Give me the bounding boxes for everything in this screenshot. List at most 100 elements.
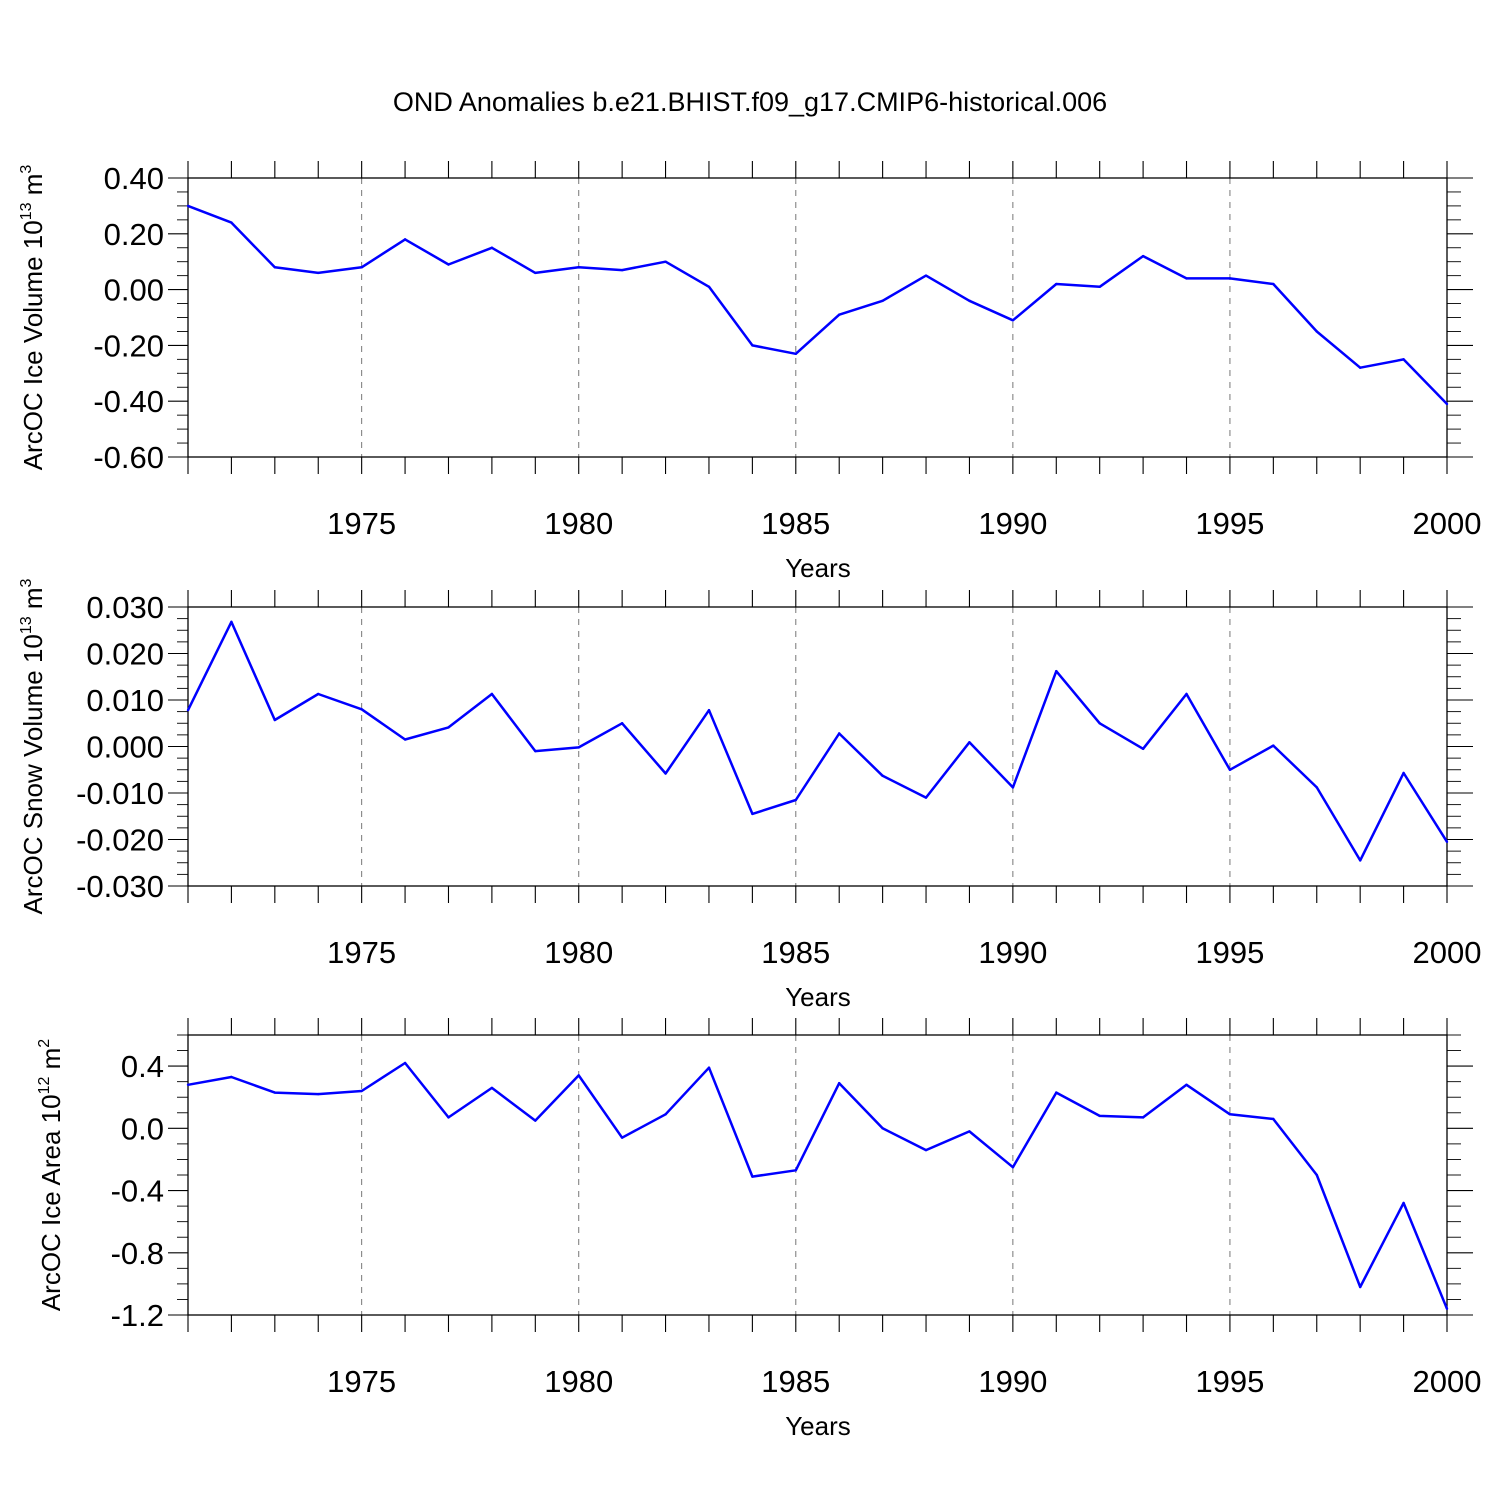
y-axis-label-exponent: 13 xyxy=(18,616,35,634)
y-axis-label-main: ArcOC Snow Volume 10 xyxy=(18,634,48,914)
x-tick-label-1980: 1980 xyxy=(544,1364,613,1399)
data-point-1992 xyxy=(1098,1114,1101,1118)
data-point-2000 xyxy=(1445,1307,1449,1310)
data-point-1975 xyxy=(360,266,363,269)
data-point-1972 xyxy=(230,221,233,224)
data-point-1973 xyxy=(273,266,277,269)
data-point-1974 xyxy=(317,1092,320,1096)
y-axis-label-unit-exponent: 2 xyxy=(36,1039,53,1048)
data-point-1991 xyxy=(1055,1091,1058,1094)
x-tick-label-1985: 1985 xyxy=(761,1364,830,1399)
data-point-1996 xyxy=(1272,744,1275,747)
y-tick-label: 0.000 xyxy=(86,730,164,765)
data-point-1999 xyxy=(1402,358,1405,361)
y-tick-label: 0.020 xyxy=(86,637,164,672)
data-point-1997 xyxy=(1315,786,1318,789)
data-point-1999 xyxy=(1402,771,1405,775)
data-point-1979 xyxy=(534,749,537,753)
data-point-1977 xyxy=(447,263,450,266)
data-point-1983 xyxy=(707,285,711,289)
data-point-1981 xyxy=(620,1136,624,1139)
data-point-1975 xyxy=(360,708,363,711)
y-tick-label: 0.010 xyxy=(86,683,164,718)
data-point-1998 xyxy=(1358,1285,1362,1289)
y-tick-label: -0.8 xyxy=(111,1236,164,1271)
y-tick-label: -0.60 xyxy=(93,440,164,475)
data-point-1986 xyxy=(838,1082,841,1085)
data-point-1997 xyxy=(1315,1173,1318,1177)
plot-frame xyxy=(187,1034,1448,1316)
x-ticks xyxy=(187,590,1448,903)
data-point-1983 xyxy=(707,1066,711,1069)
x-tick-label-1980: 1980 xyxy=(544,506,613,541)
data-point-1979 xyxy=(534,1119,537,1122)
data-point-1985 xyxy=(794,798,797,802)
x-tick-label-1995: 1995 xyxy=(1195,935,1264,970)
x-tick-label-2000: 2000 xyxy=(1413,506,1482,541)
data-point-1981 xyxy=(620,268,624,272)
data-point-1976 xyxy=(403,1061,407,1065)
data-point-1994 xyxy=(1185,1083,1188,1086)
data-point-1980 xyxy=(577,266,580,269)
y-tick-label: -1.2 xyxy=(111,1298,164,1333)
data-point-1976 xyxy=(403,238,407,241)
x-tick-label-1975: 1975 xyxy=(327,506,396,541)
y-axis-label: ArcOC Ice Area 1012 m2 xyxy=(36,1039,66,1311)
data-point-1974 xyxy=(317,692,320,696)
data-point-1991 xyxy=(1055,669,1058,673)
data-point-1971 xyxy=(186,709,190,712)
data-point-1985 xyxy=(794,1169,797,1172)
data-point-1989 xyxy=(968,741,971,744)
panel-2: 1975 1980 1985 1990 1995 2000 Years -0.030 -0.02… xyxy=(18,578,1481,1012)
data-point-2000 xyxy=(1445,840,1449,844)
data-point-1987 xyxy=(881,299,884,302)
series-line xyxy=(186,620,1449,862)
y-axis-label-unit: m xyxy=(36,1048,66,1077)
y-axis-label-unit-exponent: 3 xyxy=(18,165,35,174)
data-point-1987 xyxy=(881,774,884,777)
panel-3: 1975 1980 1985 1990 1995 2000 Years -1.2 -0.8 -0.… xyxy=(36,1018,1481,1441)
data-point-1990 xyxy=(1011,1166,1015,1169)
data-point-1990 xyxy=(1011,319,1015,322)
x-tick-label-1975: 1975 xyxy=(327,1364,396,1399)
x-tick-label-1990: 1990 xyxy=(978,1364,1047,1399)
y-tick-label: -0.030 xyxy=(76,869,164,904)
y-tick-label: 0.00 xyxy=(104,273,164,308)
data-point-1999 xyxy=(1402,1201,1405,1205)
x-axis-label: Years xyxy=(785,982,851,1012)
y-tick-label: 0.0 xyxy=(121,1111,164,1146)
data-point-1997 xyxy=(1315,330,1318,333)
data-point-1986 xyxy=(838,313,841,316)
y-ticks xyxy=(168,606,1473,887)
data-point-1982 xyxy=(664,260,667,263)
data-point-1995 xyxy=(1228,768,1232,771)
data-point-1995 xyxy=(1228,277,1232,280)
data-point-1978 xyxy=(490,692,494,696)
data-point-1979 xyxy=(534,271,537,275)
x-tick-label-1985: 1985 xyxy=(761,506,830,541)
data-point-1972 xyxy=(230,1075,233,1079)
data-points xyxy=(186,620,1449,862)
data-point-1992 xyxy=(1098,722,1101,725)
data-point-1981 xyxy=(620,722,624,725)
data-point-1993 xyxy=(1141,1116,1145,1119)
x-tick-label-1990: 1990 xyxy=(978,935,1047,970)
data-point-1993 xyxy=(1141,747,1145,751)
data-point-1987 xyxy=(881,1127,884,1130)
data-point-1989 xyxy=(968,1130,971,1133)
y-tick-label: 0.030 xyxy=(86,590,164,625)
y-tick-label: -0.020 xyxy=(76,823,164,858)
data-point-1991 xyxy=(1055,282,1058,286)
y-axis-label: ArcOC Snow Volume 1013 m3 xyxy=(18,578,48,914)
data-point-1973 xyxy=(273,1091,277,1094)
x-axis-label: Years xyxy=(785,1411,851,1441)
x-tick-label-1975: 1975 xyxy=(327,935,396,970)
y-axis-label-main: ArcOC Ice Area 10 xyxy=(36,1094,66,1311)
data-point-1978 xyxy=(490,1086,494,1090)
data-point-1994 xyxy=(1185,277,1188,280)
y-axis-label-unit: m xyxy=(18,174,48,203)
y-tick-label: 0.40 xyxy=(104,161,164,196)
data-point-1971 xyxy=(186,204,190,208)
data-point-1975 xyxy=(360,1089,363,1093)
